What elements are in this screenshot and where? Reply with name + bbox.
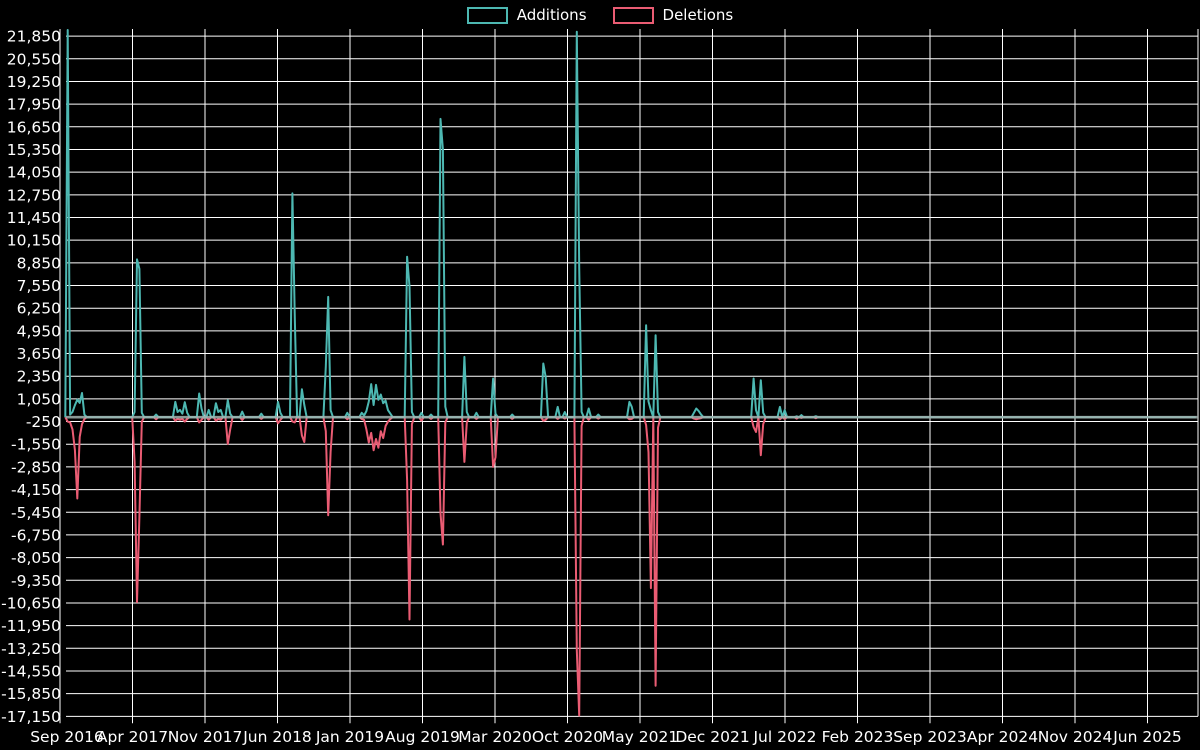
y-tick-label: -17,150 bbox=[1, 708, 61, 726]
legend-additions-label: Additions bbox=[516, 6, 587, 24]
y-tick-label: 20,550 bbox=[7, 50, 61, 68]
deletions-swatch-icon bbox=[612, 6, 654, 24]
x-tick-label: Dec 2021 bbox=[675, 728, 749, 746]
legend-deletions-label: Deletions bbox=[662, 6, 734, 24]
additions-swatch-icon bbox=[466, 6, 508, 24]
x-tick-label: Apr 2017 bbox=[97, 728, 168, 746]
y-tick-label: 16,650 bbox=[7, 118, 61, 136]
y-tick-label: -8,050 bbox=[11, 549, 61, 567]
y-tick-label: -250 bbox=[26, 413, 61, 431]
y-tick-label: 12,750 bbox=[7, 186, 61, 204]
y-tick-label: -14,550 bbox=[1, 662, 61, 680]
y-tick-label: 4,950 bbox=[17, 322, 61, 340]
x-tick-label: Apr 2024 bbox=[967, 728, 1038, 746]
y-tick-label: -10,650 bbox=[1, 594, 61, 612]
x-tick-label: Sep 2016 bbox=[30, 728, 104, 746]
x-tick-label: Jul 2022 bbox=[752, 728, 816, 746]
x-tick-label: Feb 2023 bbox=[822, 728, 894, 746]
y-tick-label: -15,850 bbox=[1, 685, 61, 703]
additions-line bbox=[64, 29, 1196, 419]
x-tick-label: Jun 2025 bbox=[1112, 728, 1182, 746]
y-tick-label: 14,050 bbox=[7, 164, 61, 182]
y-tick-label: -13,250 bbox=[1, 640, 61, 658]
y-tick-label: -9,350 bbox=[11, 572, 61, 590]
x-tick-label: May 2021 bbox=[602, 728, 678, 746]
y-tick-label: 15,350 bbox=[7, 141, 61, 159]
x-tick-label: Sep 2023 bbox=[893, 728, 967, 746]
y-tick-label: -5,450 bbox=[11, 504, 61, 522]
y-tick-label: 3,650 bbox=[17, 345, 61, 363]
y-tick-label: 19,250 bbox=[7, 73, 61, 91]
y-tick-label: 2,350 bbox=[17, 368, 61, 386]
x-tick-label: Jun 2018 bbox=[242, 728, 312, 746]
legend-item-deletions[interactable]: Deletions bbox=[612, 6, 734, 24]
y-tick-label: 6,250 bbox=[17, 300, 61, 318]
y-tick-label: 10,150 bbox=[7, 232, 61, 250]
y-tick-label: 17,950 bbox=[7, 96, 61, 114]
x-tick-label: Nov 2024 bbox=[1038, 728, 1113, 746]
x-tick-label: Oct 2020 bbox=[532, 728, 603, 746]
y-tick-label: -4,150 bbox=[11, 481, 61, 499]
x-tick-label: Nov 2017 bbox=[168, 728, 243, 746]
x-tick-label: Mar 2020 bbox=[458, 728, 532, 746]
y-tick-label: 1,050 bbox=[17, 390, 61, 408]
y-tick-label: 7,550 bbox=[17, 277, 61, 295]
y-tick-label: 21,850 bbox=[7, 28, 61, 46]
x-tick-label: Aug 2019 bbox=[385, 728, 460, 746]
y-tick-label: -2,850 bbox=[11, 458, 61, 476]
x-tick-label: Jan 2019 bbox=[315, 728, 384, 746]
y-tick-label: -1,550 bbox=[11, 436, 61, 454]
y-tick-label: 11,450 bbox=[7, 209, 61, 227]
y-tick-label: -11,950 bbox=[1, 617, 61, 635]
y-tick-label: 8,850 bbox=[17, 254, 61, 272]
y-tick-label: -6,750 bbox=[11, 526, 61, 544]
legend-item-additions[interactable]: Additions bbox=[466, 6, 587, 24]
chart-legend: Additions Deletions bbox=[0, 6, 1200, 24]
